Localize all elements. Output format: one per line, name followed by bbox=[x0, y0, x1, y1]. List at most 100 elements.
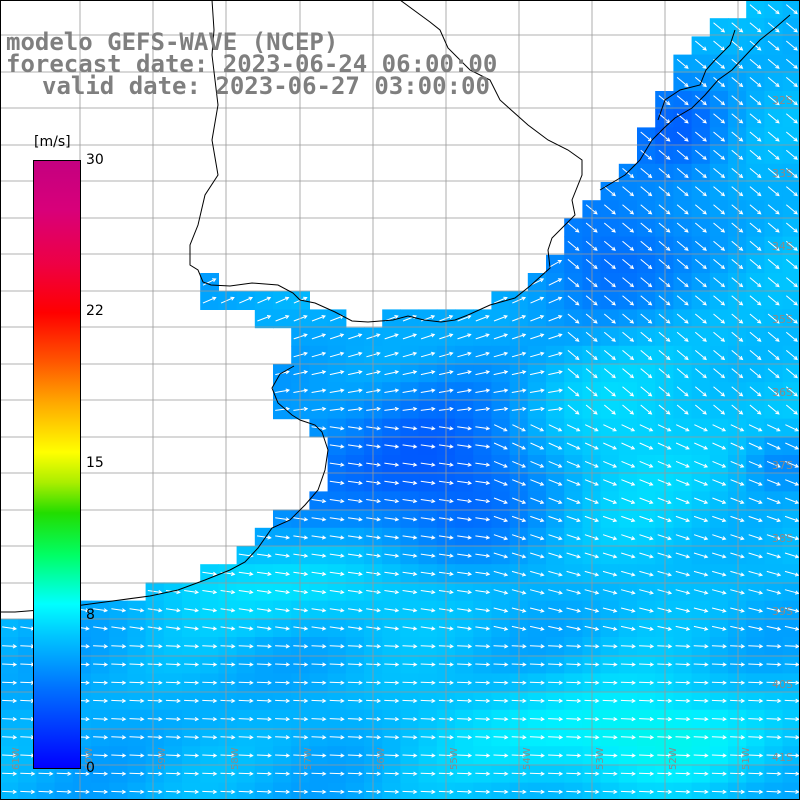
wind-arrow bbox=[347, 698, 363, 704]
wind-arrow bbox=[475, 553, 491, 558]
wind-arrow bbox=[784, 515, 800, 523]
wind-arrow bbox=[639, 570, 654, 577]
wind-arrow bbox=[493, 753, 509, 758]
wind-arrow bbox=[529, 388, 545, 393]
wind-arrow bbox=[693, 534, 709, 541]
wind-arrow bbox=[640, 331, 653, 342]
wind-arrow bbox=[256, 626, 272, 631]
wind-arrow bbox=[457, 590, 473, 595]
wind-arrow bbox=[530, 534, 545, 541]
wind-arrow bbox=[529, 771, 545, 776]
wind-arrow bbox=[603, 277, 616, 288]
wind-arrow bbox=[785, 331, 798, 342]
wind-arrow bbox=[676, 222, 689, 233]
wind-arrow bbox=[675, 753, 691, 758]
wind-arrow bbox=[713, 131, 726, 142]
wind-arrow bbox=[711, 589, 727, 595]
wind-arrow bbox=[712, 570, 727, 577]
wind-arrow bbox=[711, 698, 727, 704]
wind-arrow bbox=[548, 442, 563, 450]
latitude-label: 35S bbox=[772, 313, 793, 326]
wind-arrow bbox=[457, 698, 473, 704]
wind-arrow bbox=[602, 589, 618, 595]
wind-arrow bbox=[402, 480, 418, 485]
wind-arrow bbox=[693, 662, 709, 667]
wind-arrow bbox=[639, 625, 654, 631]
wind-arrow bbox=[238, 626, 254, 631]
wind-arrow bbox=[275, 771, 291, 776]
wind-arrow bbox=[766, 789, 782, 795]
wind-arrow bbox=[566, 662, 582, 667]
wind-arrow bbox=[493, 315, 508, 322]
wind-arrow bbox=[767, 368, 780, 379]
wind-arrow bbox=[348, 351, 363, 358]
wind-arrow bbox=[2, 626, 18, 631]
wind-arrow bbox=[93, 771, 109, 776]
wind-arrow bbox=[384, 716, 400, 722]
wind-arrow bbox=[548, 497, 563, 504]
wind-arrow bbox=[256, 698, 272, 704]
wind-arrow bbox=[767, 168, 780, 179]
wind-arrow bbox=[220, 590, 236, 595]
wind-arrow bbox=[347, 735, 363, 740]
wind-arrow bbox=[693, 644, 709, 649]
wind-arrow bbox=[658, 386, 671, 397]
wind-arrow bbox=[730, 680, 746, 685]
wind-arrow bbox=[420, 351, 436, 358]
wind-arrow bbox=[567, 240, 580, 251]
wind-arrow bbox=[693, 698, 709, 704]
wind-arrow bbox=[640, 386, 653, 397]
wind-arrow bbox=[147, 753, 163, 758]
wind-arrow bbox=[748, 625, 764, 631]
wind-arrow bbox=[256, 571, 272, 576]
wind-arrow bbox=[20, 789, 36, 795]
wind-arrow bbox=[165, 608, 181, 613]
wind-arrow bbox=[420, 608, 436, 613]
wind-arrow bbox=[311, 590, 327, 595]
wind-arrow bbox=[694, 259, 707, 270]
wind-arrow bbox=[676, 350, 689, 361]
wind-arrow bbox=[675, 625, 691, 631]
wind-arrow bbox=[548, 662, 564, 667]
wind-arrow bbox=[566, 479, 581, 486]
wind-arrow bbox=[602, 607, 618, 613]
wind-arrow bbox=[530, 315, 545, 322]
wind-arrow bbox=[657, 789, 673, 795]
wind-arrow bbox=[749, 58, 762, 69]
wind-arrow bbox=[676, 313, 689, 324]
wind-arrow bbox=[784, 662, 800, 667]
wind-arrow bbox=[93, 626, 109, 631]
wind-arrow bbox=[785, 386, 798, 397]
wind-arrow bbox=[566, 698, 582, 704]
wind-arrow bbox=[384, 771, 400, 776]
wind-arrow bbox=[238, 753, 254, 758]
wind-arrow bbox=[566, 534, 581, 541]
wind-arrow bbox=[311, 426, 327, 431]
wind-arrow bbox=[749, 259, 762, 270]
wind-arrow bbox=[603, 204, 616, 215]
wind-arrow bbox=[584, 644, 600, 649]
wind-arrow bbox=[347, 406, 363, 412]
wind-arrow bbox=[658, 222, 671, 233]
wind-arrow bbox=[766, 534, 782, 541]
latitude-label: 34S bbox=[772, 240, 793, 253]
wind-arrow bbox=[640, 350, 653, 361]
wind-arrow bbox=[420, 789, 436, 795]
wind-arrow bbox=[658, 240, 671, 251]
wind-arrow bbox=[785, 313, 798, 324]
wind-arrow bbox=[676, 277, 689, 288]
wind-arrow bbox=[639, 479, 654, 486]
wind-arrow bbox=[657, 534, 672, 541]
wind-arrow bbox=[530, 296, 545, 304]
wind-arrow bbox=[311, 571, 327, 576]
wind-arrow bbox=[548, 698, 564, 704]
wind-arrow bbox=[347, 388, 363, 393]
wind-arrow bbox=[585, 331, 598, 342]
wind-arrow bbox=[621, 442, 636, 450]
wind-arrow bbox=[749, 295, 762, 306]
wind-arrow bbox=[129, 644, 145, 649]
wind-arrow bbox=[384, 662, 400, 667]
wind-arrow bbox=[657, 570, 673, 577]
wind-arrow bbox=[548, 260, 563, 268]
wind-arrow bbox=[657, 680, 673, 685]
